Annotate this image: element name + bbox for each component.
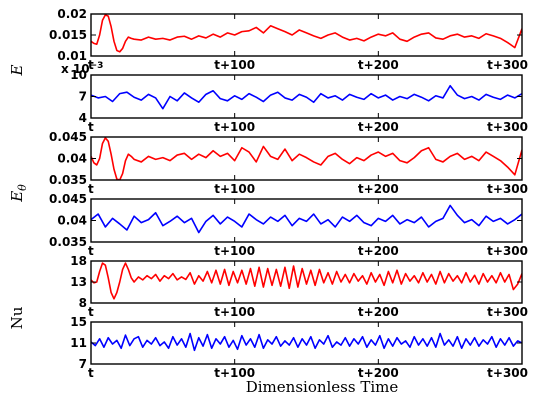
panel-2-ytick-label: 4: [79, 111, 87, 125]
panel-3-series-1: [91, 137, 522, 180]
panel-3-xtick-label: t+100: [214, 182, 255, 196]
panel-3-xtick-label: t+200: [358, 182, 399, 196]
panel-6-xtick-label: t+100: [214, 366, 255, 380]
panel-2-ytick-label: 7: [79, 90, 87, 104]
ylabel-theta-energy-sub: θ: [16, 184, 29, 191]
panel-5-xtick-label: t+200: [358, 305, 399, 319]
panel-1-ytick-label: 0.015: [49, 28, 87, 42]
panel-5-xtick-label: t+300: [487, 305, 528, 319]
panel-2-xtick-label: t+200: [358, 120, 399, 134]
panel-3-xtick-label: t: [88, 182, 94, 196]
panel-5-series-1: [91, 262, 522, 300]
panel-1-xtick-label: t: [88, 58, 94, 72]
panel-4-xtick-label: t+200: [358, 244, 399, 258]
panel-6-ytick-label: 7: [79, 357, 87, 371]
panel-4-xtick-label: t+300: [487, 244, 528, 258]
panel-6-xtick-label: t+200: [358, 366, 399, 380]
panel-5: 8 13 18 t t+100 t+200 t+300: [70, 254, 528, 319]
panel-6-xtick-label: t: [88, 366, 94, 380]
panel-1-ytick-label: 0.01: [57, 49, 87, 63]
panel-3-xtick-label: t+300: [487, 182, 528, 196]
panel-2-ytick-label: 10: [70, 68, 87, 82]
panel-2-xtick-label: t+300: [487, 120, 528, 134]
panel-4-xtick-label: t+100: [214, 244, 255, 258]
panel-2-scale-note: x 10−3: [61, 61, 103, 76]
panel-5-ytick-label: 13: [70, 275, 87, 289]
panel-4-series-1: [91, 204, 522, 234]
panel-1-xtick-label: t+100: [214, 58, 255, 72]
panel-3-ytick-label: 0.035: [49, 173, 87, 187]
panel-1-ytick-label: 0.02: [57, 7, 87, 21]
panel-6-xtick-label: t+300: [487, 366, 528, 380]
ylabel-energy: E: [8, 64, 26, 76]
panel-1-xtick-label: t+200: [358, 58, 399, 72]
panel-6-series-1: [91, 332, 522, 352]
panel-4-ytick-label: 0.04: [57, 214, 87, 228]
panel-1-series-1: [91, 14, 522, 53]
panel-4-xtick-label: t: [88, 244, 94, 258]
panel-4: 0.035 0.04 0.045 t t+100 t+200 t+300: [49, 192, 528, 258]
panel-2-xtick-label: t+100: [214, 120, 255, 134]
x-axis-label: Dimensionless Time: [246, 378, 399, 396]
panel-3: 0.035 0.04 0.045 t t+100 t+200 t+300: [49, 130, 528, 196]
panel-1: 0.01 0.015 0.02 t t+100 t+200 t+300: [49, 7, 528, 72]
panel-6-frame: [90, 321, 523, 365]
panel-6-ytick-label: 15: [70, 315, 87, 329]
panel-5-xtick-label: t+100: [214, 305, 255, 319]
panel-6: 7 11 15 t t+100 t+200 t+300: [70, 315, 528, 380]
panel-2-series-1: [91, 84, 522, 110]
panel-4-ytick-label: 0.045: [49, 192, 87, 206]
panel-6-ytick-label: 11: [70, 336, 87, 350]
panel-4-ytick-label: 0.035: [49, 235, 87, 249]
ylabel-theta-energy: Eθ: [8, 184, 29, 203]
panel-3-ytick-label: 0.045: [49, 130, 87, 144]
panel-2-xtick-label: t: [88, 120, 94, 134]
panel-5-ytick-label: 8: [79, 296, 87, 310]
ylabel-nusselt: Nu: [8, 306, 26, 329]
panel-1-xtick-label: t+300: [487, 58, 528, 72]
ylabel-theta-energy-main: E: [8, 191, 26, 203]
panel-5-xtick-label: t: [88, 305, 94, 319]
panel-3-ytick-label: 0.04: [57, 152, 87, 166]
panel-5-ytick-label: 18: [70, 254, 87, 268]
